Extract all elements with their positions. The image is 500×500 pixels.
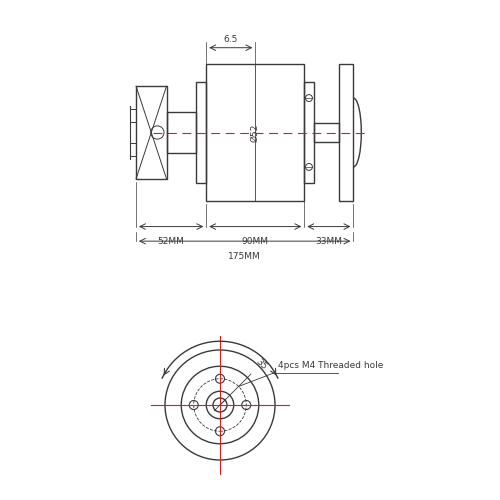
Text: 175MM: 175MM — [228, 252, 261, 261]
Text: 35: 35 — [254, 357, 268, 372]
Text: 33MM: 33MM — [316, 237, 342, 246]
Bar — [339, 64, 353, 202]
Bar — [196, 82, 206, 183]
Text: 6.5: 6.5 — [224, 34, 238, 43]
Text: 90MM: 90MM — [242, 237, 269, 246]
Bar — [136, 86, 166, 179]
Text: 52MM: 52MM — [158, 237, 184, 246]
Bar — [304, 82, 314, 183]
Text: Ø52: Ø52 — [251, 124, 260, 142]
Text: 4pcs M4 Threaded hole: 4pcs M4 Threaded hole — [278, 361, 383, 370]
Bar — [314, 122, 339, 142]
Bar — [206, 64, 304, 202]
Bar — [166, 112, 196, 153]
